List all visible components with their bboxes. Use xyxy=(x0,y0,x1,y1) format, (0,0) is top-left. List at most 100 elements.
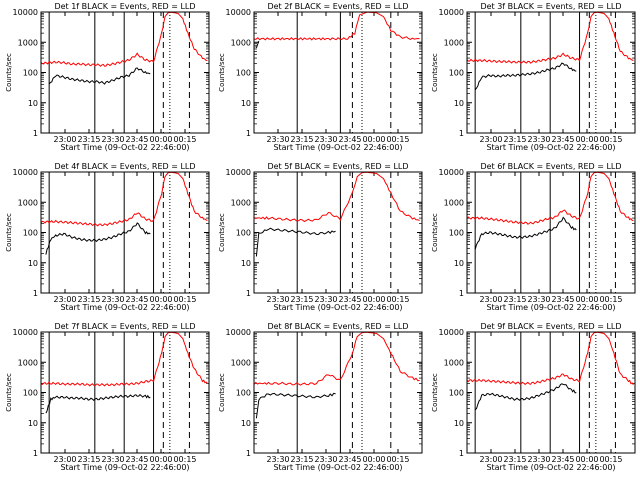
x-tick-label: 23:15 xyxy=(290,295,313,304)
x-axis-label: Start Time (09-Oct-02 22:46:00) xyxy=(273,303,402,312)
plot-frame xyxy=(466,331,636,454)
y-axis-label: Counts/sec xyxy=(5,373,13,412)
y-tick-label: 100 xyxy=(449,69,464,78)
chart-panel-4: Det 4f BLACK = Events, RED = LLD Counts/s… xyxy=(5,162,210,312)
plot-frame xyxy=(40,331,210,454)
x-tick-label: 23:00 xyxy=(53,455,76,464)
series-line-events xyxy=(474,216,577,250)
x-tick-label: 23:30 xyxy=(527,455,550,464)
y-axis-label: Counts/sec xyxy=(431,53,439,92)
x-tick-label: 23:45 xyxy=(338,135,361,144)
x-axis-label: Start Time (09-Oct-02 22:46:00) xyxy=(486,463,615,472)
x-axis-label: Start Time (09-Oct-02 22:46:00) xyxy=(60,143,189,152)
x-axis-label: Start Time (09-Oct-02 22:46:00) xyxy=(60,303,189,312)
y-tick-label: 1 xyxy=(246,289,251,298)
y-tick-label: 10000 xyxy=(13,8,38,17)
x-tick-label: 23:15 xyxy=(290,455,313,464)
x-tick-label: 23:45 xyxy=(551,455,574,464)
series-line-events xyxy=(255,392,336,419)
chart-panel-9: Det 9f BLACK = Events, RED = LLD Counts/s… xyxy=(431,322,636,472)
series-line-lld xyxy=(253,171,420,223)
y-tick-label: 100 xyxy=(236,389,251,398)
x-tick-label: 23:00 xyxy=(479,295,502,304)
x-tick-label: 00:00 xyxy=(575,135,598,144)
x-tick-label: 00:00 xyxy=(575,455,598,464)
y-tick-label: 10000 xyxy=(13,328,38,337)
chart-title: Det 9f BLACK = Events, RED = LLD xyxy=(480,322,621,331)
x-axis-label: Start Time (09-Oct-02 22:46:00) xyxy=(486,143,615,152)
x-tick-label: 23:45 xyxy=(125,455,148,464)
x-tick-label: 23:30 xyxy=(101,455,124,464)
y-tick-label: 1 xyxy=(246,449,251,458)
x-tick-label: 00:00 xyxy=(149,455,172,464)
series-line-lld xyxy=(40,331,208,387)
x-tick-label: 00:00 xyxy=(149,135,172,144)
x-tick-label: 23:30 xyxy=(527,135,550,144)
x-tick-label: 23:00 xyxy=(53,295,76,304)
x-tick-label: 23:15 xyxy=(503,135,526,144)
chart-panel-6: Det 6f BLACK = Events, RED = LLD Counts/s… xyxy=(431,162,636,312)
x-tick-label: 23:30 xyxy=(101,135,124,144)
y-tick-label: 1000 xyxy=(231,38,251,47)
series-line-lld xyxy=(253,331,420,386)
x-tick-label: 23:15 xyxy=(503,455,526,464)
y-axis-label: Counts/sec xyxy=(218,373,226,412)
x-tick-label: 23:30 xyxy=(314,455,337,464)
y-tick-label: 1000 xyxy=(444,38,464,47)
y-axis-label: Counts/sec xyxy=(218,213,226,252)
chart-title: Det 3f BLACK = Events, RED = LLD xyxy=(480,2,621,11)
x-tick-label: 00:00 xyxy=(362,135,385,144)
y-tick-label: 1000 xyxy=(444,358,464,367)
plot-frame xyxy=(466,171,636,294)
y-tick-label: 10 xyxy=(454,99,464,108)
y-tick-label: 1000 xyxy=(18,198,38,207)
series-line-lld xyxy=(466,171,634,225)
x-tick-label: 23:30 xyxy=(314,295,337,304)
y-tick-label: 1 xyxy=(246,129,251,138)
series-line-events xyxy=(255,227,336,257)
y-tick-label: 10000 xyxy=(439,328,464,337)
plot-frame xyxy=(40,11,210,134)
y-tick-label: 100 xyxy=(23,69,38,78)
y-tick-label: 1000 xyxy=(231,358,251,367)
series-line-events xyxy=(474,62,577,91)
y-tick-label: 1 xyxy=(33,289,38,298)
y-tick-label: 100 xyxy=(449,389,464,398)
y-axis-label: Counts/sec xyxy=(431,373,439,412)
y-tick-label: 10 xyxy=(28,99,38,108)
y-tick-label: 1 xyxy=(459,129,464,138)
series-line-events xyxy=(255,40,260,49)
x-tick-label: 00:15 xyxy=(173,295,196,304)
plot-frame xyxy=(253,11,423,134)
y-tick-label: 10000 xyxy=(13,168,38,177)
x-tick-label: 23:15 xyxy=(77,135,100,144)
y-tick-label: 10 xyxy=(454,259,464,268)
plot-frame xyxy=(253,331,423,454)
y-tick-label: 10 xyxy=(241,99,251,108)
x-tick-label: 23:45 xyxy=(125,295,148,304)
plot-frame xyxy=(466,11,636,134)
series-line-lld xyxy=(466,11,634,64)
x-tick-label: 23:15 xyxy=(290,135,313,144)
plot-frame xyxy=(253,171,423,294)
y-tick-label: 1 xyxy=(459,449,464,458)
chart-title: Det 4f BLACK = Events, RED = LLD xyxy=(54,162,195,171)
x-tick-label: 00:15 xyxy=(599,295,622,304)
x-tick-label: 23:00 xyxy=(479,135,502,144)
x-tick-label: 23:15 xyxy=(77,295,100,304)
y-tick-label: 100 xyxy=(23,389,38,398)
y-tick-label: 100 xyxy=(449,229,464,238)
y-tick-label: 10 xyxy=(28,419,38,428)
chart-title: Det 7f BLACK = Events, RED = LLD xyxy=(54,322,195,331)
x-tick-label: 23:00 xyxy=(479,455,502,464)
chart-panel-5: Det 5f BLACK = Events, RED = LLD Counts/s… xyxy=(218,162,423,312)
x-tick-label: 00:15 xyxy=(386,295,409,304)
y-tick-label: 10 xyxy=(454,419,464,428)
y-tick-label: 100 xyxy=(236,229,251,238)
chart-title: Det 8f BLACK = Events, RED = LLD xyxy=(267,322,408,331)
chart-panel-7: Det 7f BLACK = Events, RED = LLD Counts/s… xyxy=(5,322,210,472)
chart-title: Det 1f BLACK = Events, RED = LLD xyxy=(54,2,195,11)
y-tick-label: 1 xyxy=(33,449,38,458)
series-line-events xyxy=(45,394,151,414)
x-tick-label: 00:15 xyxy=(173,135,196,144)
